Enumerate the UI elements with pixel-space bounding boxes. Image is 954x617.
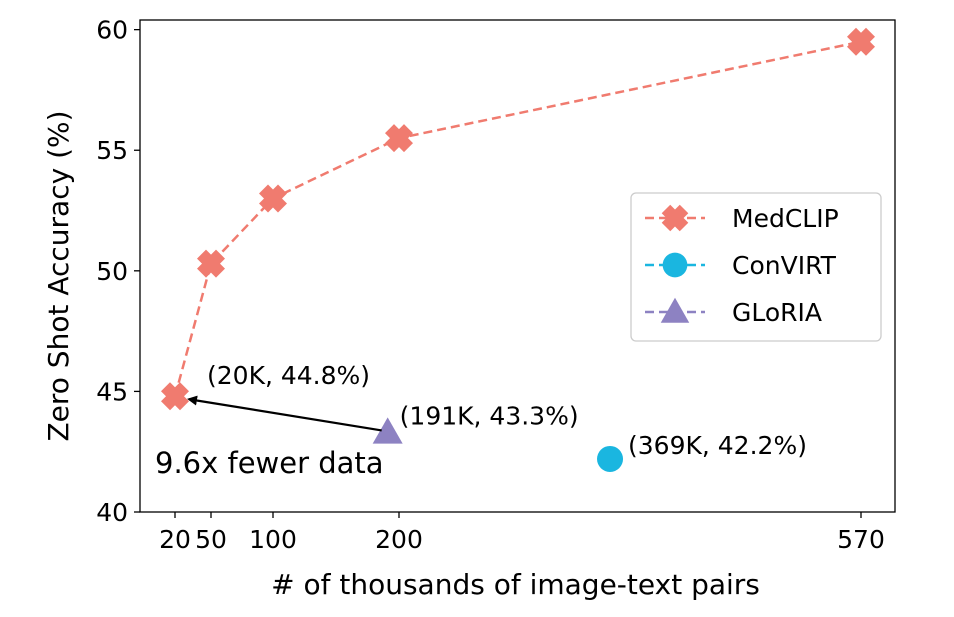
medclip-point — [197, 249, 225, 278]
annotation-label: (191K, 43.3%) — [400, 401, 579, 430]
annotation-label: (20K, 44.8%) — [207, 361, 370, 390]
y-tick-label: 40 — [96, 498, 128, 527]
x-tick-label: 570 — [837, 525, 885, 554]
plot-frame — [139, 19, 896, 513]
medclip-point — [847, 27, 875, 56]
annotation-label: (369K, 42.2%) — [628, 431, 807, 460]
convirt-point — [597, 445, 624, 472]
y-tick-label: 55 — [96, 136, 128, 165]
legend-marker — [662, 252, 688, 278]
x-tick-label: 50 — [195, 525, 227, 554]
legend-label: ConVIRT — [732, 251, 837, 280]
y-axis-label: Zero Shot Accuracy (%) — [42, 110, 75, 441]
legend-box — [630, 192, 882, 342]
y-tick-label: 50 — [96, 257, 128, 286]
legend: MedCLIP ConVIRT GLoRIA — [630, 192, 882, 342]
x-tick-label: 20 — [159, 525, 191, 554]
legend-marker — [661, 204, 689, 232]
legend-marker — [660, 297, 690, 323]
comparison-arrow — [187, 395, 382, 432]
x-tick-label: 200 — [375, 525, 423, 554]
medclip-point — [385, 124, 413, 153]
x-tick-label: 100 — [249, 525, 297, 554]
annotation-label: 9.6x fewer data — [155, 446, 384, 480]
x-axis-label: # of thousands of image-text pairs — [271, 568, 760, 601]
medclip-point — [259, 184, 287, 213]
y-tick-label: 45 — [96, 377, 128, 406]
medclip-point — [161, 382, 189, 411]
gloria-point — [372, 417, 403, 444]
legend-label: GLoRIA — [732, 298, 822, 327]
y-tick-label: 60 — [96, 16, 128, 45]
legend-label: MedCLIP — [732, 204, 839, 233]
